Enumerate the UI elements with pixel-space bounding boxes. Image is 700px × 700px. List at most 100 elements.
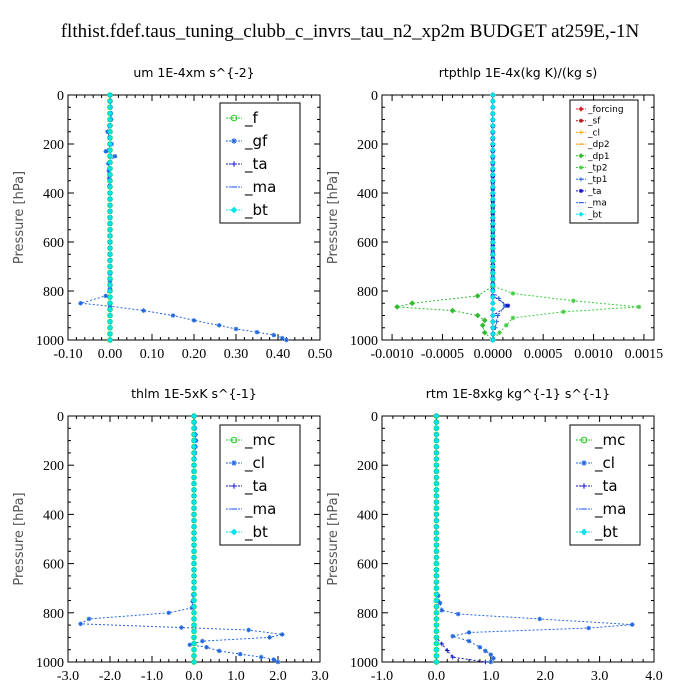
data-point-marker	[489, 331, 496, 337]
legend-label: _dp1	[587, 152, 610, 162]
data-point-marker	[107, 239, 113, 245]
legend-label: _cl	[594, 454, 615, 473]
data-point-marker	[191, 450, 197, 456]
data-point-marker	[439, 641, 445, 647]
y-tick-label: 400	[357, 508, 378, 523]
data-point-marker	[489, 245, 496, 251]
data-point-marker	[103, 149, 109, 154]
x-tick-label: -1.0	[141, 669, 163, 684]
data-point-marker	[191, 480, 197, 487]
data-point-marker	[580, 528, 588, 536]
legend-box	[219, 424, 301, 546]
data-point-marker	[86, 616, 92, 622]
data-point-marker	[450, 633, 456, 639]
data-point-marker	[191, 318, 197, 323]
data-point-marker	[561, 309, 566, 315]
panel-title: um 1E-4xm s^{-2}	[133, 65, 254, 80]
y-tick-label: 600	[43, 558, 64, 573]
data-point-marker	[433, 579, 440, 585]
data-point-marker	[284, 337, 289, 343]
data-point-marker	[170, 313, 176, 318]
data-point-marker	[237, 651, 243, 657]
y-tick-label: 1000	[36, 334, 64, 349]
data-point-marker	[191, 652, 197, 659]
chart-panel-1: um 1E-4xm s^{-2} Pressure [hPa] -0.10 0.00 0…	[12, 65, 332, 362]
data-point-marker	[489, 300, 496, 307]
data-point-marker	[107, 257, 113, 264]
legend-label: _mc	[244, 431, 275, 450]
y-tick-label: 600	[43, 236, 64, 251]
y-tick-label: 400	[43, 187, 64, 202]
x-tick-label: 0.0000	[474, 347, 513, 362]
data-point-marker	[107, 331, 113, 337]
legend-label: _gf	[244, 132, 268, 151]
legend-label: _ta	[244, 477, 268, 496]
data-point-marker	[433, 529, 440, 536]
data-point-marker	[537, 616, 543, 622]
data-point-marker	[189, 605, 195, 611]
data-point-marker	[191, 419, 197, 426]
series-bt	[489, 92, 496, 343]
data-point-marker	[481, 329, 488, 336]
data-point-marker	[433, 548, 440, 555]
data-point-marker	[107, 141, 113, 147]
legend-label: _ta	[587, 187, 602, 197]
data-point-marker	[433, 628, 440, 635]
x-tick-label: -0.0010	[370, 347, 413, 362]
data-point-marker	[191, 468, 197, 475]
data-point-marker	[204, 644, 209, 650]
data-point-marker	[489, 153, 496, 160]
data-point-marker	[230, 206, 238, 214]
legend-label: _sf	[587, 117, 601, 127]
data-point-marker	[271, 657, 277, 662]
data-point-marker	[466, 630, 472, 635]
x-tick-label: 0.0015	[625, 347, 664, 362]
data-point-marker	[230, 528, 238, 536]
data-point-marker	[489, 196, 496, 202]
data-point-marker	[112, 153, 118, 159]
data-point-marker	[216, 648, 222, 654]
data-point-marker	[191, 499, 197, 505]
data-point-marker	[107, 153, 113, 160]
x-tick-label: 3.0	[591, 669, 609, 684]
x-tick-label: 0.40	[266, 347, 291, 362]
x-tick-label: 2.0	[536, 669, 554, 684]
x-tick-label: 3.0	[311, 669, 329, 684]
data-point-marker	[489, 282, 496, 288]
data-point-marker	[231, 460, 237, 466]
series-bt	[107, 92, 113, 343]
y-axis-label: Pressure [hPa]	[12, 171, 27, 264]
data-point-marker	[489, 128, 496, 135]
data-point-marker	[231, 138, 237, 144]
data-point-marker	[191, 413, 197, 419]
data-point-marker	[481, 317, 488, 324]
data-point-marker	[579, 188, 583, 193]
data-point-marker	[579, 130, 583, 135]
data-point-marker	[187, 642, 193, 648]
data-point-marker	[433, 566, 440, 573]
data-point-marker	[107, 116, 113, 123]
data-point-marker	[107, 275, 113, 282]
series-dp1	[394, 92, 496, 343]
data-point-marker	[433, 597, 440, 604]
y-tick-label: 0	[371, 410, 378, 425]
data-point-marker	[107, 110, 113, 117]
legend: _f _gf _ta _ma _bt	[219, 102, 301, 224]
y-tick-label: 600	[357, 558, 378, 573]
data-point-marker	[166, 610, 172, 616]
data-point-marker	[489, 98, 496, 104]
data-point-marker	[279, 632, 285, 637]
data-point-marker	[107, 104, 113, 111]
series-ta	[434, 413, 488, 665]
data-point-marker	[191, 486, 197, 493]
data-point-marker	[191, 431, 197, 438]
data-point-marker	[107, 226, 113, 233]
data-point-marker	[409, 300, 416, 307]
series-bt	[191, 413, 197, 665]
data-point-marker	[489, 190, 496, 196]
data-point-marker	[489, 184, 496, 190]
y-axis-label: Pressure [hPa]	[326, 171, 341, 264]
data-point-marker	[258, 654, 264, 660]
data-point-marker	[489, 135, 496, 141]
x-tick-label: 0.0	[185, 669, 203, 684]
